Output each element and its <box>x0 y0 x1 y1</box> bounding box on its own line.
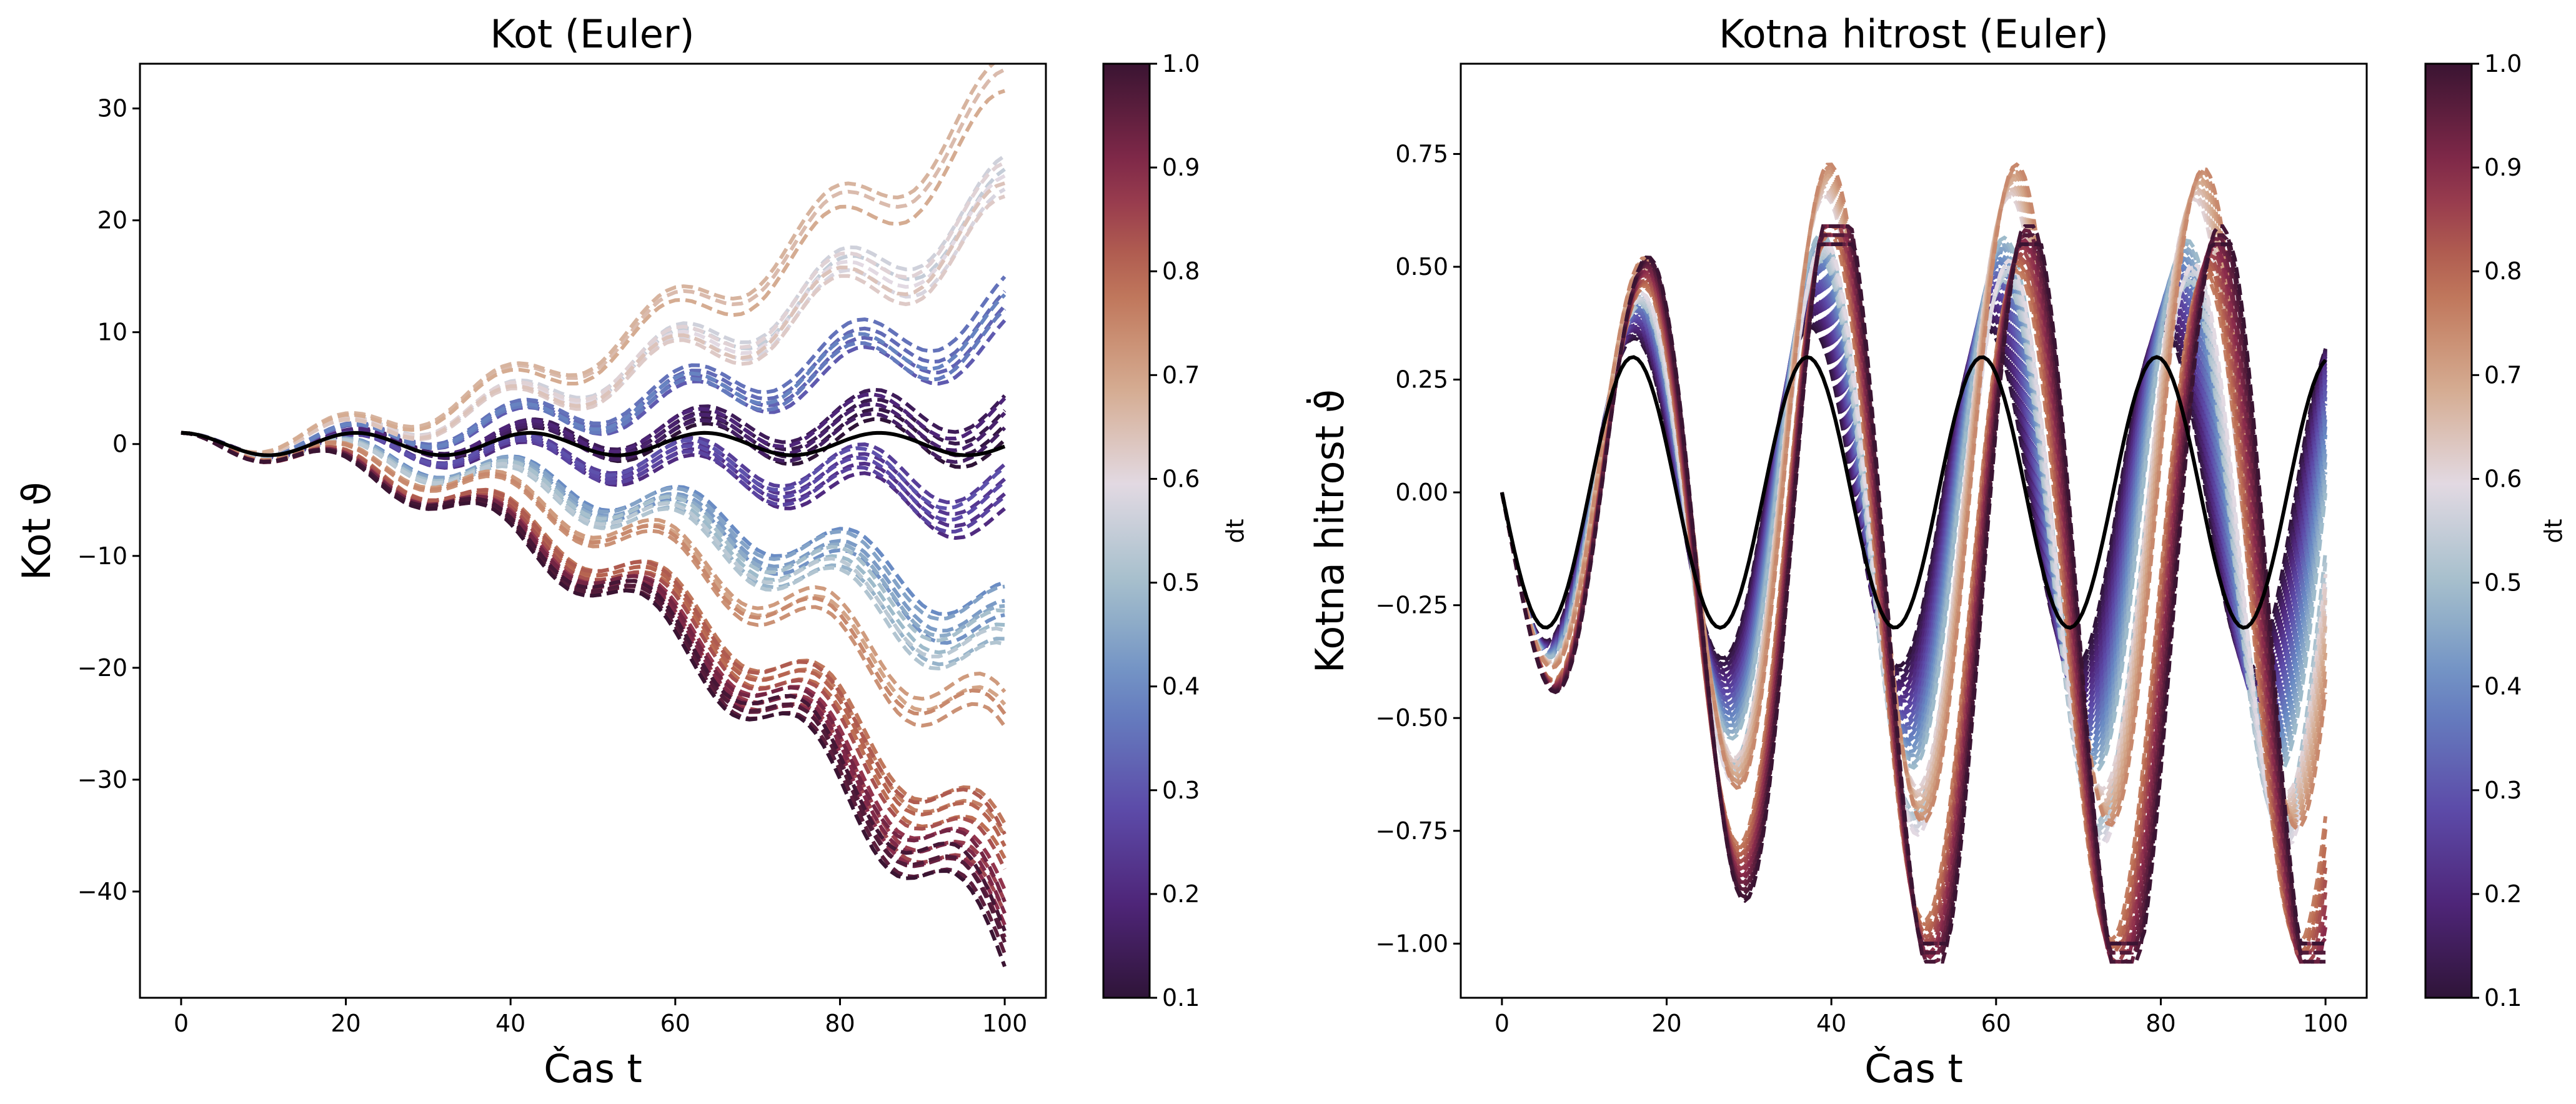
x-axis-label: Čas t <box>1864 1046 1963 1092</box>
colorbar-tick-label: 0.5 <box>2484 569 2522 597</box>
euler-series-line <box>1499 278 2328 723</box>
colorbar-tick-label: 0.9 <box>2484 154 2522 181</box>
x-tick-label: 100 <box>982 1010 1028 1037</box>
euler-series-line <box>181 194 1006 456</box>
colorbar-ticks: 1.0 0.9 0.8 0.7 0.6 0.5 0.4 0.3 0.2 0.1 <box>1150 50 1200 1012</box>
colorbar-gradient <box>2424 62 2473 999</box>
reference-line <box>1499 355 2327 630</box>
chart-title: Kotna hitrost (Euler) <box>1719 11 2109 57</box>
colorbar-tick-label: 0.9 <box>1162 154 1200 181</box>
colorbar-tick-label: 0.8 <box>2484 257 2522 285</box>
colorbar: 1.0 0.9 0.8 0.7 0.6 0.5 0.4 0.3 0.2 0.1 dt <box>1102 50 1249 1012</box>
euler-series-line <box>181 89 1006 455</box>
euler-series-line <box>1499 236 2328 772</box>
euler-series-line <box>181 161 1006 455</box>
y-axis: 30 20 10 0 −10 −20 −30 −40 <box>77 95 140 905</box>
colorbar-tick-label: 0.1 <box>1162 984 1200 1012</box>
y-tick-label: 20 <box>97 207 127 234</box>
y-tick-label: 30 <box>97 95 127 122</box>
y-axis-label: Kot ϑ <box>14 482 59 580</box>
colorbar-tick-label: 0.1 <box>2484 984 2522 1012</box>
colorbar-tick-label: 0.7 <box>1162 361 1200 389</box>
plot-frame <box>139 62 1047 999</box>
euler-series-line <box>1499 256 2328 747</box>
colorbar-tick-label: 0.5 <box>1162 569 1200 597</box>
colorbar-tick-label: 0.8 <box>1162 257 1200 285</box>
y-tick-label: 0 <box>112 430 127 458</box>
euler-series-line <box>181 430 1007 968</box>
euler-series-line <box>181 64 996 455</box>
euler-series-line <box>1499 232 2328 775</box>
euler-series-line <box>181 293 1007 457</box>
x-tick-label: 0 <box>174 1010 189 1037</box>
chart-title: Kot (Euler) <box>490 11 694 57</box>
y-tick-label: 0.75 <box>1395 140 1448 167</box>
y-tick-label: −0.25 <box>1376 592 1448 619</box>
y-tick-label: 0.00 <box>1395 479 1448 506</box>
y-tick-label: −0.75 <box>1376 817 1448 845</box>
x-tick-label: 100 <box>2303 1010 2349 1037</box>
colorbar-tick-label: 1.0 <box>2484 50 2522 77</box>
x-tick-label: 20 <box>331 1010 361 1037</box>
colorbar-tick-label: 0.4 <box>2484 673 2522 700</box>
colorbar-tick-label: 0.4 <box>1162 673 1200 700</box>
x-axis: 0 20 40 60 80 100 <box>174 998 1028 1037</box>
angle-chart: Kot (Euler) 0 20 40 60 80 100 3020100−10−20−3… <box>14 11 1249 1092</box>
euler-series-line <box>181 430 1007 716</box>
reference-line <box>181 430 1006 457</box>
x-tick-label: 80 <box>2146 1010 2176 1037</box>
colorbar-tick-label: 0.3 <box>1162 777 1200 804</box>
euler-series-line <box>181 67 1006 455</box>
euler-series-line <box>1499 242 2328 847</box>
y-tick-label: −1.00 <box>1376 930 1448 957</box>
euler-series-line <box>1499 162 2328 832</box>
x-tick-label: 60 <box>660 1010 690 1037</box>
x-tick-label: 40 <box>1816 1010 1846 1037</box>
angle-series-lines <box>181 64 1007 968</box>
colorbar-tick-label: 0.3 <box>2484 777 2522 804</box>
colorbar-tick-label: 0.2 <box>1162 880 1200 908</box>
euler-series-line <box>1499 259 2328 827</box>
colorbar-tick-label: 1.0 <box>1162 50 1200 77</box>
x-axis: 0 20 40 60 80 100 <box>1494 998 2349 1037</box>
y-tick-label: −30 <box>77 766 127 793</box>
x-tick-label: 80 <box>825 1010 855 1037</box>
velocity-series-lines <box>1499 162 2328 964</box>
colorbar-tick-label: 0.6 <box>2484 465 2522 492</box>
colorbar-tick-label: 0.7 <box>2484 361 2522 389</box>
colorbar-gradient <box>1102 62 1151 999</box>
y-axis: 0.75 0.50 0.25 0.00 −0.25 −0.50 −0.75 −1.00 <box>1376 140 1461 957</box>
euler-series-line <box>181 181 1006 456</box>
x-tick-label: 20 <box>1651 1010 1681 1037</box>
x-tick-label: 40 <box>495 1010 525 1037</box>
x-tick-label: 0 <box>1494 1010 1509 1037</box>
y-tick-label: 10 <box>97 319 127 346</box>
colorbar-label: dt <box>1221 519 1249 543</box>
colorbar: 1.0 0.9 0.8 0.7 0.6 0.5 0.4 0.3 0.2 0.1 dt <box>2424 50 2567 1012</box>
y-tick-label: −10 <box>77 542 127 570</box>
y-tick-label: −0.50 <box>1376 704 1448 732</box>
x-axis-label: Čas t <box>544 1046 642 1092</box>
y-tick-label: 0.25 <box>1395 366 1448 394</box>
angular-velocity-chart: Kotna hitrost (Euler) 0 20 40 60 80 100 0.750… <box>1306 11 2567 1092</box>
colorbar-label: dt <box>2540 519 2567 543</box>
x-tick-label: 60 <box>1981 1010 2011 1037</box>
colorbar-tick-label: 0.6 <box>1162 465 1200 492</box>
y-tick-label: 0.50 <box>1395 253 1448 281</box>
plot-frame <box>1460 62 2368 999</box>
y-tick-label: −40 <box>77 878 127 905</box>
colorbar-tick-label: 0.2 <box>2484 880 2522 908</box>
colorbar-ticks: 1.0 0.9 0.8 0.7 0.6 0.5 0.4 0.3 0.2 0.1 <box>2472 50 2522 1012</box>
y-tick-label: −20 <box>77 654 127 682</box>
y-axis-label: Kotna hitrost ϑ̇ <box>1306 389 1353 673</box>
